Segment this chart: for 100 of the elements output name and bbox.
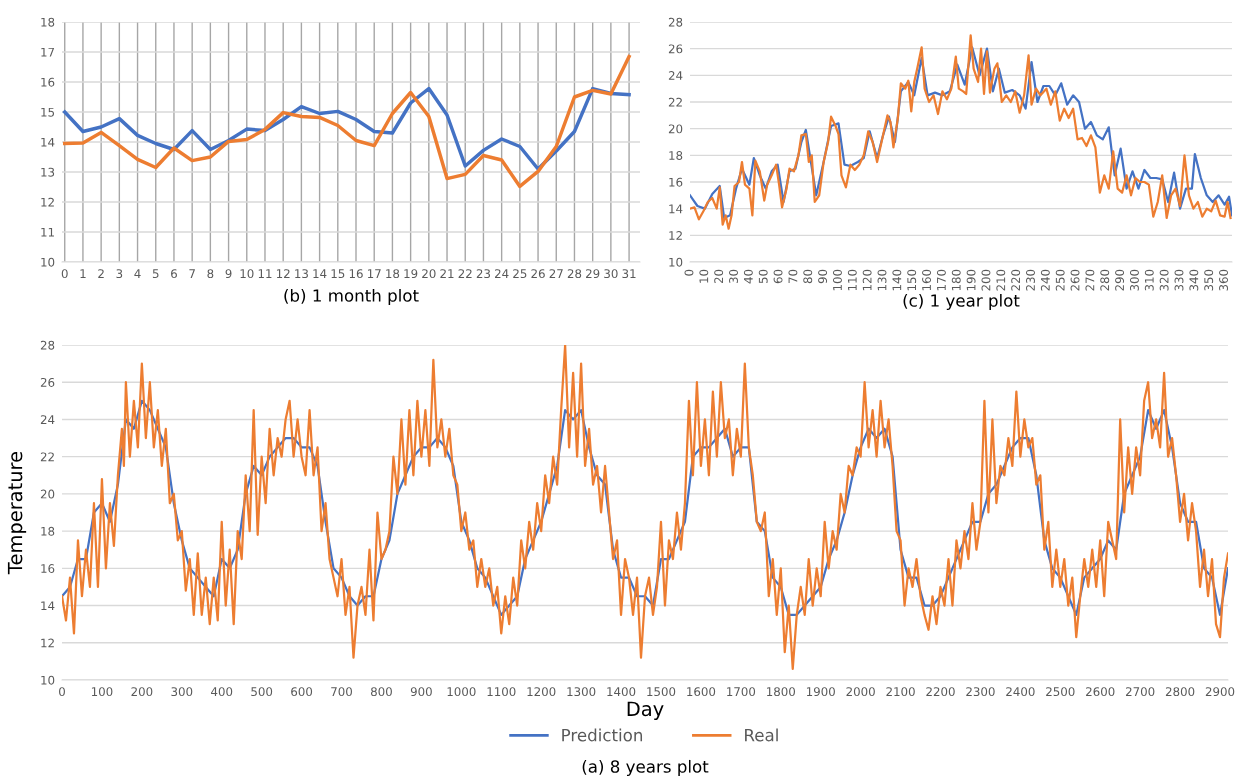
x-tick-label: 0 — [61, 269, 68, 279]
x-tick-label: 300 — [1129, 269, 1139, 291]
y-tick-label: 12 — [41, 638, 54, 648]
x-tick-label: 310 — [1144, 269, 1154, 291]
x-tick-label: 900 — [410, 687, 432, 697]
text: (b) 1 month plot — [284, 288, 419, 306]
x-tick-label: 2300 — [966, 687, 995, 697]
x-tick-label: 6 — [171, 269, 177, 279]
x-tick-label: 290 — [1115, 269, 1125, 291]
x-tick-label: 40 — [743, 269, 753, 284]
x-axis-title: Day — [627, 701, 664, 720]
x-tick-label: 340 — [1189, 269, 1199, 291]
y-tick-label: 14 — [669, 204, 683, 214]
x-tick-label: 1100 — [487, 687, 516, 697]
x-tick-label: 700 — [331, 687, 352, 697]
y-tick-label: 18 — [669, 151, 683, 160]
x-tick-label: 24 — [495, 269, 509, 278]
x-tick-label: 1900 — [806, 687, 835, 697]
x-tick-label: 2000 — [846, 687, 875, 697]
x-tick-label: 1400 — [607, 687, 636, 697]
y-tick-label: 14 — [41, 137, 55, 147]
y-tick-label: 26 — [668, 44, 683, 54]
x-tick-label: 26 — [531, 269, 545, 279]
y-tick-label: 16 — [41, 77, 55, 87]
line-series — [62, 54, 631, 189]
x-tick-label: 2100 — [886, 687, 915, 697]
x-tick-label: 260 — [1070, 269, 1080, 291]
x-tick-label: 14 — [313, 269, 327, 278]
x-tick-label: 3 — [116, 269, 123, 279]
x-tick-label: 22 — [458, 269, 472, 278]
x-tick-label: 12 — [276, 269, 290, 278]
x-tick-label: 90 — [818, 269, 828, 284]
x-tick-label: 100 — [91, 687, 113, 697]
x-tick-label: 1300 — [567, 687, 596, 697]
x-tick-label: 600 — [291, 687, 313, 697]
x-tick-label: 220 — [1011, 269, 1021, 291]
x-tick-label: 31 — [622, 269, 636, 279]
x-tick-label: 1500 — [647, 687, 676, 697]
x-tick-label: 170 — [936, 269, 946, 291]
x-tick-label: 0 — [59, 687, 65, 697]
legend-label: Prediction — [562, 728, 643, 742]
x-tick-label: 100 — [832, 269, 842, 291]
y-tick-label: 18 — [41, 17, 55, 27]
x-tick-label: 2 — [98, 269, 104, 278]
x-tick-label: 300 — [171, 687, 193, 697]
x-tick-label: 28 — [567, 269, 582, 279]
y-tick-label: 16 — [669, 177, 683, 187]
y-axis-title: Temperature — [7, 451, 27, 575]
line-series — [62, 345, 1228, 670]
x-tick-label: 110 — [847, 269, 857, 291]
x-tick-label: 30 — [729, 269, 738, 284]
x-tick-label: 2900 — [1205, 687, 1235, 697]
x-tick-label: 15 — [331, 269, 345, 279]
x-tick-label: 13 — [295, 269, 308, 279]
x-tick-label: 11 — [258, 269, 272, 278]
x-tick-label: 190 — [966, 269, 976, 291]
x-tick-label: 2600 — [1086, 687, 1115, 697]
x-tick-label: 150 — [907, 269, 917, 291]
x-tick-label: 4 — [134, 269, 141, 278]
y-tick-label: 10 — [669, 257, 683, 267]
x-tick-label: 240 — [1040, 269, 1050, 291]
y-tick-label: 10 — [41, 257, 55, 267]
x-tick-label: 320 — [1159, 269, 1169, 291]
y-tick-label: 24 — [668, 71, 683, 80]
x-tick-label: 1000 — [447, 687, 476, 697]
x-tick-label: 21 — [440, 269, 454, 278]
x-tick-label: 400 — [211, 687, 233, 697]
x-tick-label: 280 — [1100, 269, 1110, 291]
y-tick-label: 28 — [40, 340, 55, 350]
legend-label: Real — [745, 728, 778, 742]
x-tick-label: 80 — [803, 269, 813, 284]
x-tick-label: 210 — [996, 269, 1006, 291]
x-tick-label: 0 — [684, 269, 694, 276]
y-tick-label: 18 — [41, 526, 55, 536]
x-tick-label: 70 — [788, 269, 798, 283]
y-tick-label: 20 — [40, 489, 55, 499]
x-tick-label: 200 — [131, 687, 153, 697]
x-tick-label: 25 — [513, 269, 527, 279]
x-tick-label: 2800 — [1165, 687, 1195, 697]
x-tick-label: 5 — [152, 269, 159, 279]
y-tick-label: 22 — [40, 452, 54, 462]
y-tick-label: 20 — [668, 124, 683, 134]
x-tick-label: 250 — [1055, 269, 1065, 291]
y-tick-label: 13 — [41, 167, 55, 177]
y-tick-label: 15 — [41, 107, 55, 117]
x-tick-label: 1200 — [527, 687, 556, 697]
x-tick-label: 2500 — [1046, 687, 1075, 697]
x-tick-label: 29 — [586, 269, 600, 279]
text: (a) 8 years plot — [582, 759, 709, 777]
x-tick-label: 30 — [604, 269, 618, 279]
x-tick-label: 120 — [862, 269, 872, 291]
y-tick-label: 28 — [668, 17, 683, 27]
x-tick-label: 27 — [549, 269, 563, 278]
x-tick-label: 60 — [773, 269, 783, 284]
y-tick-label: 14 — [41, 601, 55, 611]
x-tick-label: 1 — [80, 269, 86, 278]
x-tick-label: 330 — [1174, 269, 1184, 291]
y-tick-label: 12 — [41, 197, 54, 207]
y-tick-label: 22 — [668, 97, 682, 107]
x-tick-label: 2400 — [1006, 687, 1035, 697]
